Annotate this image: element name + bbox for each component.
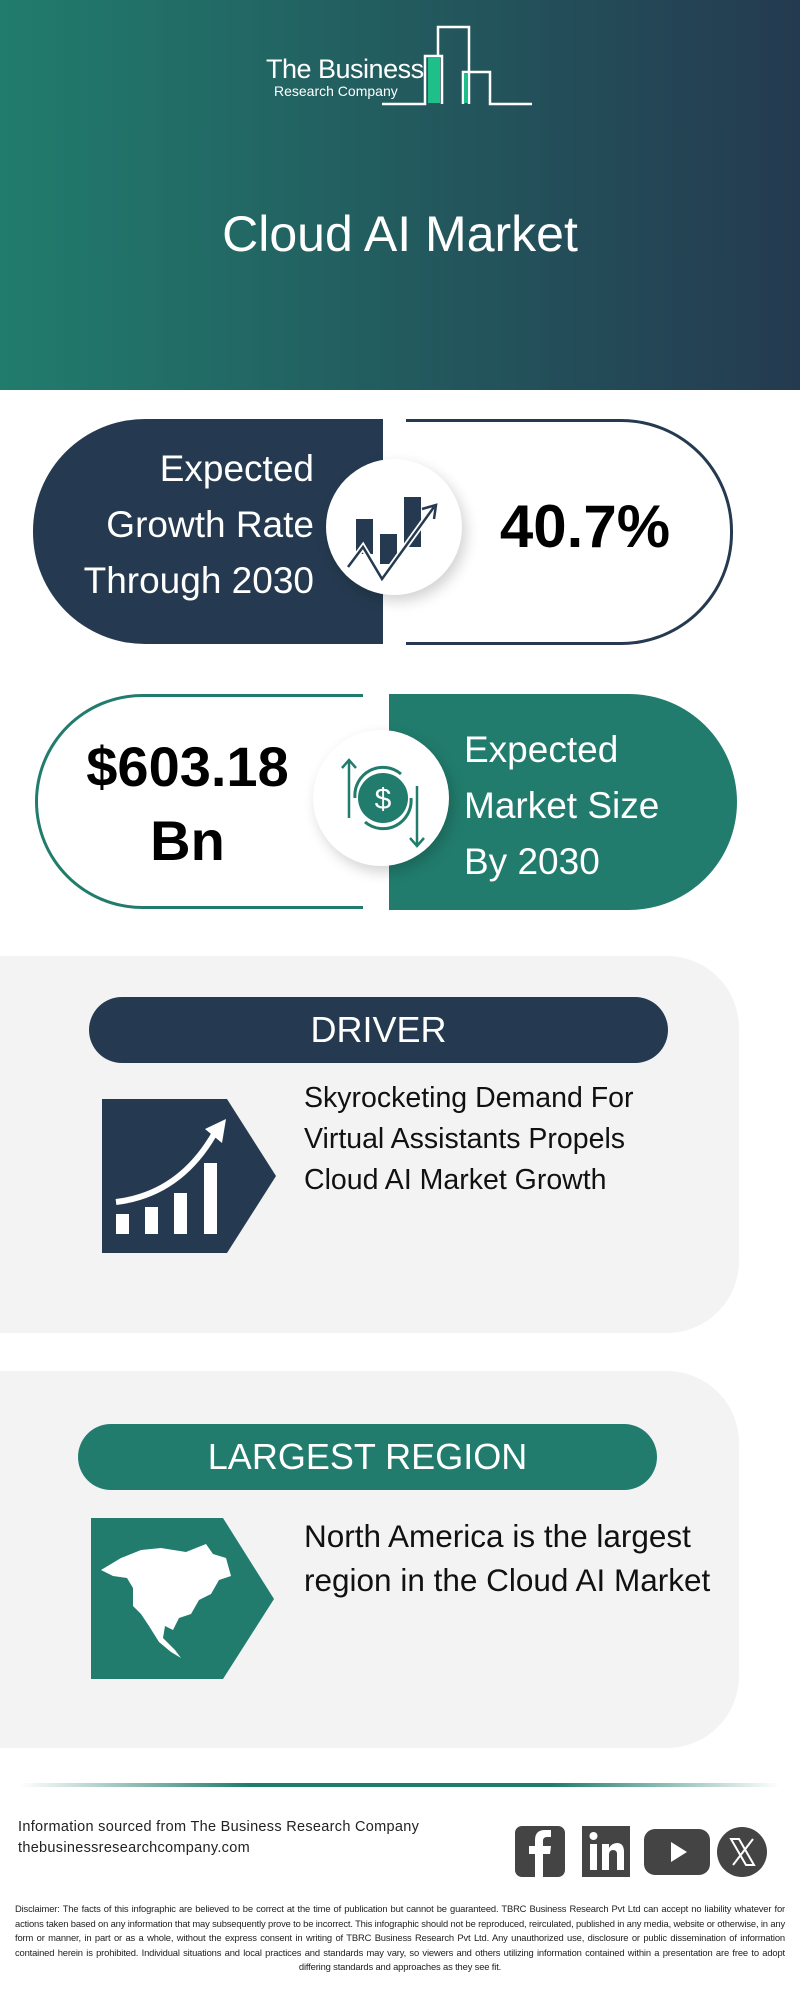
page-title: Cloud AI Market xyxy=(222,206,578,262)
driver-text-line: Virtual Assistants Propels xyxy=(304,1123,626,1155)
svg-text:$: $ xyxy=(375,783,392,816)
growth-icon-circle xyxy=(326,459,462,595)
growth-label-line: Growth Rate xyxy=(106,504,314,545)
region-text-line: region in the Cloud AI Market xyxy=(304,1562,711,1598)
driver-text-line: Cloud AI Market Growth xyxy=(304,1164,607,1196)
region-heading: LARGEST REGION xyxy=(78,1424,657,1490)
size-label-line: Expected xyxy=(464,729,619,770)
website-link[interactable]: thebusinessresearchcompany.com xyxy=(18,1840,250,1856)
linkedin-icon[interactable] xyxy=(582,1826,634,1877)
driver-text-line: Skyrocketing Demand For xyxy=(304,1082,634,1114)
size-icon-circle: $ xyxy=(313,730,449,866)
region-text: North America is the largest region in t… xyxy=(304,1514,710,1602)
growth-rate-value: 40.7% xyxy=(499,493,671,560)
youtube-icon[interactable] xyxy=(644,1829,710,1875)
region-text-line: North America is the largest xyxy=(304,1518,691,1554)
growth-value-panel xyxy=(406,419,733,645)
footer-divider xyxy=(20,1783,780,1787)
header-banner: The Business Research Company Cloud AI M… xyxy=(0,0,800,390)
growth-label: Expected Growth Rate Through 2030 xyxy=(84,441,314,609)
driver-text: Skyrocketing Demand For Virtual Assistan… xyxy=(304,1078,633,1201)
driver-heading: DRIVER xyxy=(89,997,668,1063)
logo-text: The Business xyxy=(266,54,424,84)
market-size-unit: Bn xyxy=(150,809,225,872)
rising-bar-chart-icon xyxy=(102,1099,276,1253)
growth-label-panel xyxy=(33,419,383,644)
size-label-line: By 2030 xyxy=(464,841,600,882)
north-america-map-icon xyxy=(91,1518,274,1679)
x-icon[interactable] xyxy=(717,1827,767,1877)
size-label-line: Market Size xyxy=(464,785,660,826)
growth-label-line: Expected xyxy=(159,448,314,489)
size-label: Expected Market Size By 2030 xyxy=(464,722,659,890)
logo-buildings-icon xyxy=(382,25,532,106)
dollar-cycle-icon: $ xyxy=(341,758,425,848)
logo-subtext: Research Company xyxy=(274,83,398,99)
growth-label-line: Through 2030 xyxy=(83,560,314,601)
growth-chart-icon xyxy=(345,497,438,585)
market-size-amount: $603.18 xyxy=(86,735,289,798)
market-size-value: $603.18 Bn xyxy=(60,730,315,878)
facebook-icon[interactable] xyxy=(515,1826,565,1877)
disclaimer: Disclaimer: The facts of this infographi… xyxy=(15,1903,785,1973)
source-text: Information sourced from The Business Re… xyxy=(18,1819,420,1835)
size-value-panel xyxy=(35,694,363,909)
